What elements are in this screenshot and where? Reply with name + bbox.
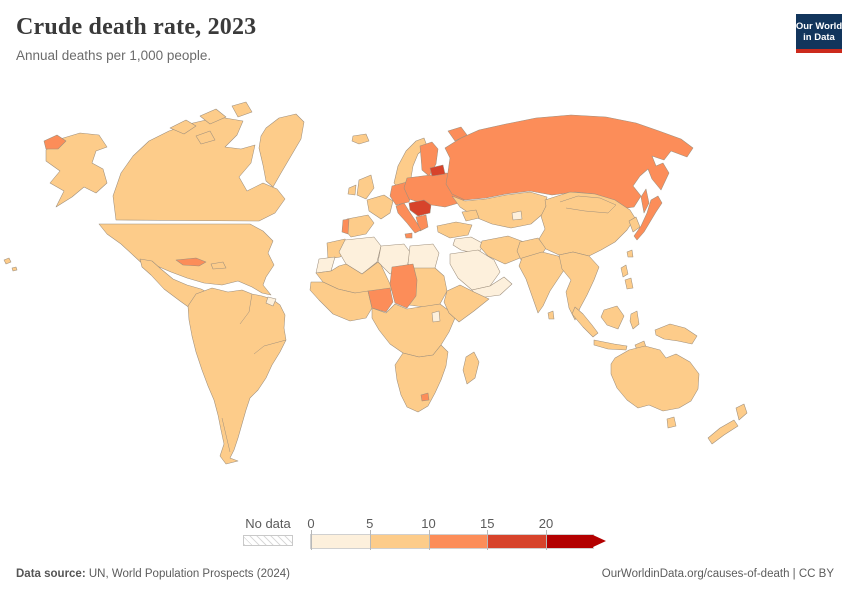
legend-tick-label: 10 [421, 516, 436, 531]
country-indonesia-sumatra[interactable] [571, 306, 599, 338]
data-source-label: Data source: [16, 568, 86, 580]
legend-colorbar[interactable] [310, 534, 594, 549]
country-lesotho[interactable] [420, 392, 430, 402]
legend-tick-line [487, 530, 489, 550]
country-caucasus[interactable] [461, 209, 480, 222]
country-france[interactable] [366, 194, 394, 220]
owid-logo[interactable]: Our World in Data [796, 14, 842, 53]
country-nigeria[interactable] [367, 287, 394, 313]
legend-tick-line [369, 530, 371, 550]
legend-no-data[interactable]: No data [243, 516, 293, 546]
country-russia[interactable] [444, 114, 694, 209]
no-data-label: No data [245, 516, 291, 531]
country-indonesia-sulawesi[interactable] [629, 310, 640, 330]
country-border-line [239, 293, 253, 325]
country-portugal[interactable] [341, 218, 350, 235]
legend-tick-line [428, 530, 430, 550]
country-canada[interactable] [112, 116, 286, 222]
country-south-america[interactable] [187, 287, 287, 465]
country-greenland[interactable] [258, 113, 305, 188]
owid-url-link[interactable]: OurWorldinData.org/causes-of-death | CC … [601, 568, 834, 580]
legend-arrowhead [593, 535, 606, 547]
country-balkans[interactable] [408, 199, 432, 217]
country-border-line [559, 195, 617, 214]
country-ireland[interactable] [347, 184, 357, 196]
legend-tick-line [546, 530, 547, 550]
country-se-asia[interactable] [558, 251, 600, 321]
country-nz-south[interactable] [707, 419, 739, 445]
country-indonesia-borneo[interactable] [600, 305, 625, 330]
page-subtitle: Annual deaths per 1,000 people. [16, 48, 212, 63]
country-alaska[interactable] [45, 132, 108, 208]
country-novaya-zemlya[interactable] [447, 126, 468, 142]
owid-logo-line2: in Data [803, 31, 835, 43]
map-legend: No data 0 5 10 15 20 [0, 516, 850, 552]
country-southern-africa[interactable] [394, 344, 449, 413]
country-sakhalin[interactable] [640, 188, 650, 214]
country-arctic-islands[interactable] [169, 101, 253, 145]
country-australia[interactable] [610, 345, 700, 412]
country-india[interactable] [518, 251, 569, 314]
legend-bin-10-15[interactable] [428, 535, 488, 548]
legend-tick-label: 20 [538, 516, 554, 531]
country-new-guinea[interactable] [654, 323, 698, 345]
country-china[interactable] [538, 191, 636, 257]
country-sri-lanka[interactable] [547, 310, 555, 320]
country-french-guiana[interactable] [265, 296, 277, 307]
country-japan[interactable] [633, 195, 663, 241]
country-taiwan[interactable] [626, 249, 634, 258]
chart-header: Crude death rate, 2023 Annual deaths per… [16, 14, 256, 63]
country-iceland[interactable] [351, 133, 370, 145]
country-west-africa[interactable] [309, 281, 373, 322]
legend-tick-label: 15 [480, 516, 495, 531]
country-chukotka-fragment[interactable] [43, 134, 67, 150]
legend-tick-label: 5 [366, 516, 374, 531]
country-hispaniola[interactable] [210, 261, 227, 270]
data-source-text: UN, World Population Prospects (2024) [85, 568, 290, 580]
legend-bin-0-5[interactable] [311, 535, 370, 548]
country-italy[interactable] [395, 202, 422, 234]
no-data-swatch[interactable] [243, 535, 293, 546]
country-chad[interactable] [389, 263, 418, 309]
country-border-line [221, 417, 231, 453]
country-madagascar[interactable] [462, 351, 480, 385]
legend-bin-20plus[interactable] [546, 535, 593, 548]
legend-tick-label: 0 [307, 516, 315, 531]
country-sicily[interactable] [404, 232, 413, 239]
legend-tick-line [311, 530, 312, 550]
country-uganda[interactable] [431, 310, 441, 323]
page-title: Crude death rate, 2023 [16, 14, 257, 40]
country-baltics[interactable] [429, 164, 446, 177]
country-nz-north[interactable] [735, 403, 748, 421]
country-turkey[interactable] [436, 221, 473, 239]
country-indonesia-java[interactable] [593, 339, 628, 351]
data-source-note: Data source: UN, World Population Prospe… [16, 568, 290, 580]
country-iran[interactable] [479, 235, 525, 265]
legend-bin-5-10[interactable] [369, 535, 429, 548]
country-uk[interactable] [356, 174, 375, 200]
country-tasmania[interactable] [666, 416, 677, 429]
country-algeria[interactable] [338, 236, 382, 275]
legend-bin-15-20[interactable] [487, 535, 546, 548]
country-border-line [253, 339, 287, 355]
chart-footer: Data source: UN, World Population Prospe… [16, 568, 834, 580]
country-tajikistan[interactable] [511, 210, 523, 221]
owid-logo-line1: Our World [795, 20, 843, 32]
country-philippines[interactable] [620, 264, 634, 290]
country-horn-of-africa[interactable] [443, 284, 490, 323]
country-hawaii[interactable] [3, 257, 18, 272]
country-cuba[interactable] [175, 257, 207, 267]
